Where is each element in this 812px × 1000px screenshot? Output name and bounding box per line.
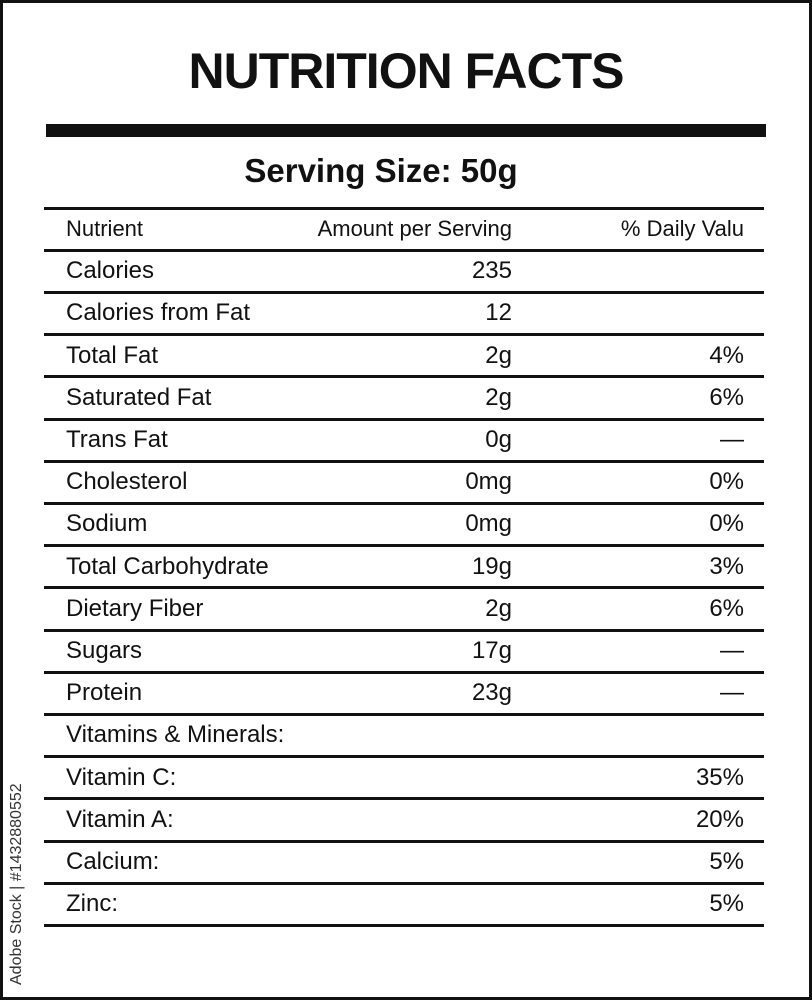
rule — [44, 881, 764, 885]
cell: 6% — [709, 383, 744, 411]
rule — [44, 501, 764, 505]
cell: 12 — [485, 299, 512, 327]
cell: Vitamin C: — [66, 763, 177, 791]
cell: 235 — [471, 257, 512, 285]
cell: Calories — [66, 257, 155, 285]
cell: 35% — [695, 763, 744, 791]
cell: Vitamin A: — [66, 805, 174, 833]
rule — [44, 670, 764, 674]
cell: 23g — [471, 679, 512, 707]
cell: 0mg — [465, 468, 512, 496]
rule — [44, 207, 764, 210]
rule — [44, 586, 764, 590]
title: NUTRITION FACTS — [188, 43, 625, 99]
cell: Zinc: — [66, 890, 119, 918]
rule — [44, 628, 764, 632]
cell: 4% — [709, 341, 744, 369]
cell: Calories from Fat — [66, 299, 251, 327]
cell: Vitamins & Minerals: — [66, 721, 285, 749]
cell: 6% — [709, 594, 744, 622]
rule — [44, 839, 764, 843]
cell: 5% — [709, 848, 744, 875]
cell: Protein — [66, 679, 143, 707]
rule — [44, 923, 764, 927]
cell: 5% — [709, 890, 744, 918]
rule — [44, 755, 764, 759]
rule — [44, 459, 764, 463]
cell: Trans Fat — [66, 426, 168, 453]
rule — [44, 544, 764, 548]
cell: Dietary Fiber — [66, 594, 204, 622]
cell: Saturated Fat — [66, 383, 212, 411]
header-cell: Nutrient — [66, 216, 144, 241]
header-cell: % Daily Valu — [620, 216, 744, 241]
cell: 2g — [485, 341, 512, 369]
side-text: Adobe Stock | #1432880552 — [8, 783, 25, 985]
serving-size: Serving Size: 50g — [244, 152, 518, 189]
rule — [44, 290, 764, 294]
cell: — — [720, 426, 744, 453]
cell: 0% — [709, 510, 744, 538]
cell: Cholesterol — [66, 468, 188, 496]
cell: 20% — [695, 805, 744, 833]
cell: 0g — [485, 426, 512, 453]
thick-rule — [46, 124, 766, 137]
cell: — — [720, 637, 744, 664]
rule — [44, 712, 764, 716]
rule — [44, 797, 764, 801]
rule — [44, 375, 764, 379]
header-cell: Amount per Serving — [317, 216, 512, 241]
cell: Sugars — [66, 637, 143, 664]
cell: Calcium: — [66, 848, 160, 875]
rule — [44, 248, 764, 252]
cell: 0% — [709, 468, 744, 496]
cell: — — [720, 679, 744, 707]
cell: Total Carbohydrate — [66, 552, 269, 580]
cell: 2g — [485, 594, 512, 622]
cell: 0mg — [465, 510, 512, 538]
cell: 19g — [471, 552, 512, 580]
cell: 3% — [709, 552, 744, 580]
cell: 2g — [485, 383, 512, 411]
rule — [44, 333, 764, 337]
rule — [44, 417, 764, 421]
cell: Sodium — [66, 510, 148, 538]
cell: 17g — [471, 637, 512, 664]
cell: Total Fat — [66, 341, 159, 369]
